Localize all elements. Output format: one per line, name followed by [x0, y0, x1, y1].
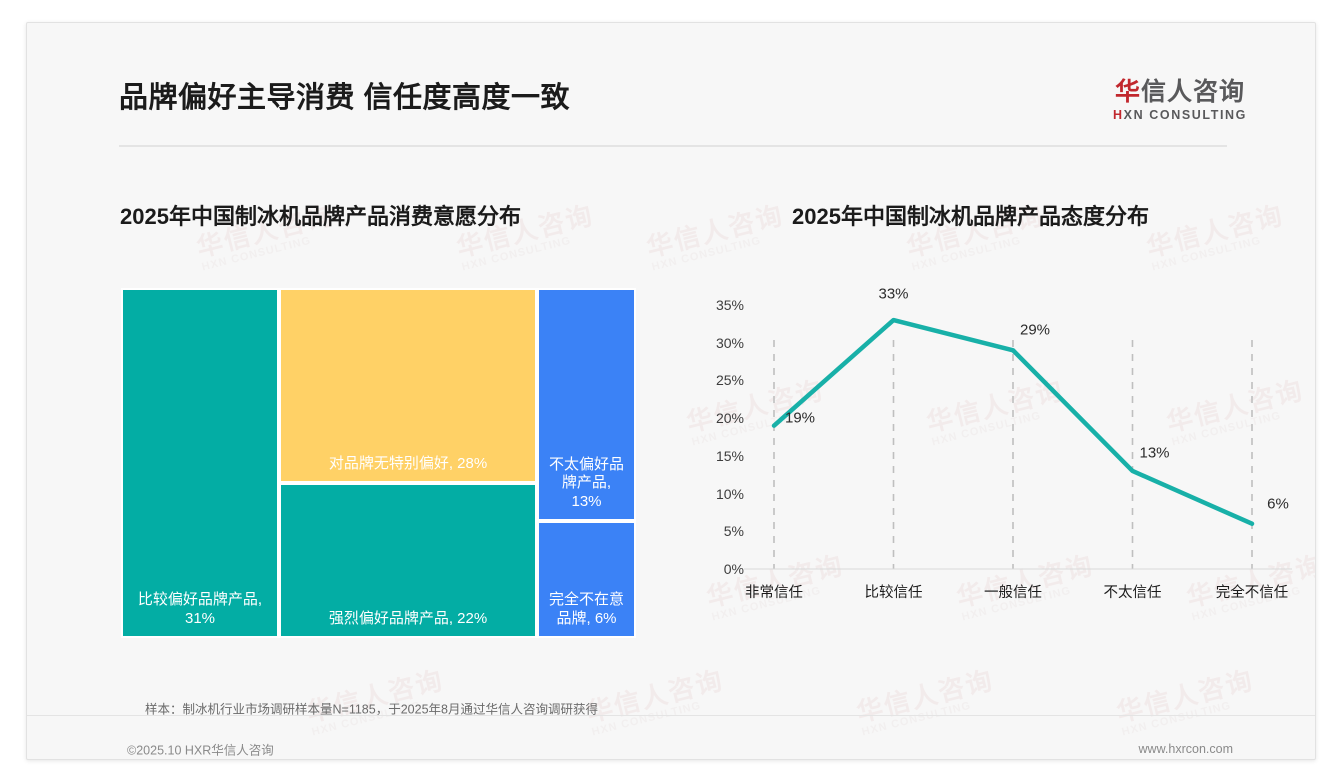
- x-axis-tick-label: 不太信任: [1103, 585, 1162, 601]
- treemap-chart-title: 2025年中国制冰机品牌产品消费意愿分布: [120, 204, 521, 229]
- line-chart: 0% 5% 10% 15% 20% 25% 30% 35% 非常信任 比较信任 一般信任 不太信任 完…: [682, 285, 1302, 615]
- brand-logo-cn: 华信人咨询: [1113, 79, 1247, 105]
- y-axis-tick-label: 10%: [715, 485, 744, 502]
- brand-logo: 华信人咨询 HXN CONSULTING: [1113, 79, 1247, 122]
- data-point-label: 6%: [1267, 495, 1289, 513]
- treemap-cell-label: 对品牌无特别偏好, 28%: [328, 454, 488, 472]
- y-axis-tick-label: 25%: [715, 372, 744, 389]
- y-axis-tick-label: 0%: [723, 561, 744, 577]
- treemap-cell-label: 强烈偏好品牌产品, 22%: [328, 609, 488, 627]
- page-title: 品牌偏好主导消费 信任度高度一致: [119, 82, 571, 114]
- treemap-cell[interactable]: 完全不在意品牌, 6%: [537, 521, 636, 638]
- y-axis-tick-label: 20%: [715, 410, 744, 427]
- treemap-cell[interactable]: 对品牌无特别偏好, 28%: [279, 288, 537, 483]
- treemap-cell-label: 不太偏好品牌产品, 13%: [548, 456, 624, 510]
- y-axis-tick-label: 30%: [715, 334, 744, 351]
- data-point-label: 33%: [878, 285, 909, 303]
- copyright-text: ©2025.10 HXR华信人咨询: [127, 743, 274, 758]
- treemap-chart: 比较偏好品牌产品, 31% 对品牌无特别偏好, 28% 强烈偏好品牌产品, 22…: [121, 288, 636, 638]
- header-divider: [119, 145, 1227, 147]
- y-axis-tick-label: 5%: [723, 523, 744, 540]
- treemap-cell-label: 比较偏好品牌产品, 31%: [137, 591, 263, 627]
- x-axis-tick-label: 完全不信任: [1215, 585, 1289, 601]
- brand-logo-en: HXN CONSULTING: [1113, 108, 1247, 122]
- treemap-cell[interactable]: 不太偏好品牌产品, 13%: [537, 288, 636, 521]
- slide-header: 品牌偏好主导消费 信任度高度一致 华信人咨询 HXN CONSULTING: [27, 23, 1315, 147]
- data-point-label: 29%: [1019, 321, 1051, 339]
- treemap-cell-label: 完全不在意品牌, 6%: [548, 591, 624, 627]
- x-axis-tick-label: 比较信任: [864, 585, 923, 601]
- sample-note: 样本：制冰机行业市场调研样本量N=1185，于2025年8月通过华信人咨询调研获…: [145, 702, 598, 717]
- footer-divider: [27, 715, 1315, 716]
- brand-logo-cn-rest: 信人咨询: [1141, 78, 1246, 106]
- line-series: [771, 317, 1255, 526]
- brand-logo-cn-accent: 华: [1114, 78, 1141, 106]
- line-chart-plot: [744, 317, 1292, 570]
- slide: 华信人咨询 HXN CONSULTING 华信人咨询 HXN CONSULTING 华信…: [26, 22, 1316, 760]
- line-chart-title: 2025年中国制冰机品牌产品态度分布: [792, 204, 1149, 229]
- x-axis-tick-label: 非常信任: [745, 585, 803, 601]
- y-axis-tick-label: 35%: [715, 297, 744, 313]
- website-link[interactable]: www.hxrcon.com: [1138, 742, 1233, 756]
- data-point-label: 19%: [784, 409, 816, 427]
- brand-logo-en-accent: H: [1113, 108, 1124, 123]
- data-point-label: 13%: [1139, 444, 1170, 462]
- y-axis-ticks: 0% 5% 10% 15% 20% 25% 30% 35%: [682, 285, 744, 585]
- brand-logo-en-rest: XN CONSULTING: [1123, 108, 1247, 123]
- y-axis-tick-label: 15%: [715, 447, 744, 464]
- treemap-cell[interactable]: 比较偏好品牌产品, 31%: [121, 288, 279, 638]
- treemap-cell[interactable]: 强烈偏好品牌产品, 22%: [279, 483, 537, 638]
- x-axis-tick-label: 一般信任: [984, 585, 1042, 601]
